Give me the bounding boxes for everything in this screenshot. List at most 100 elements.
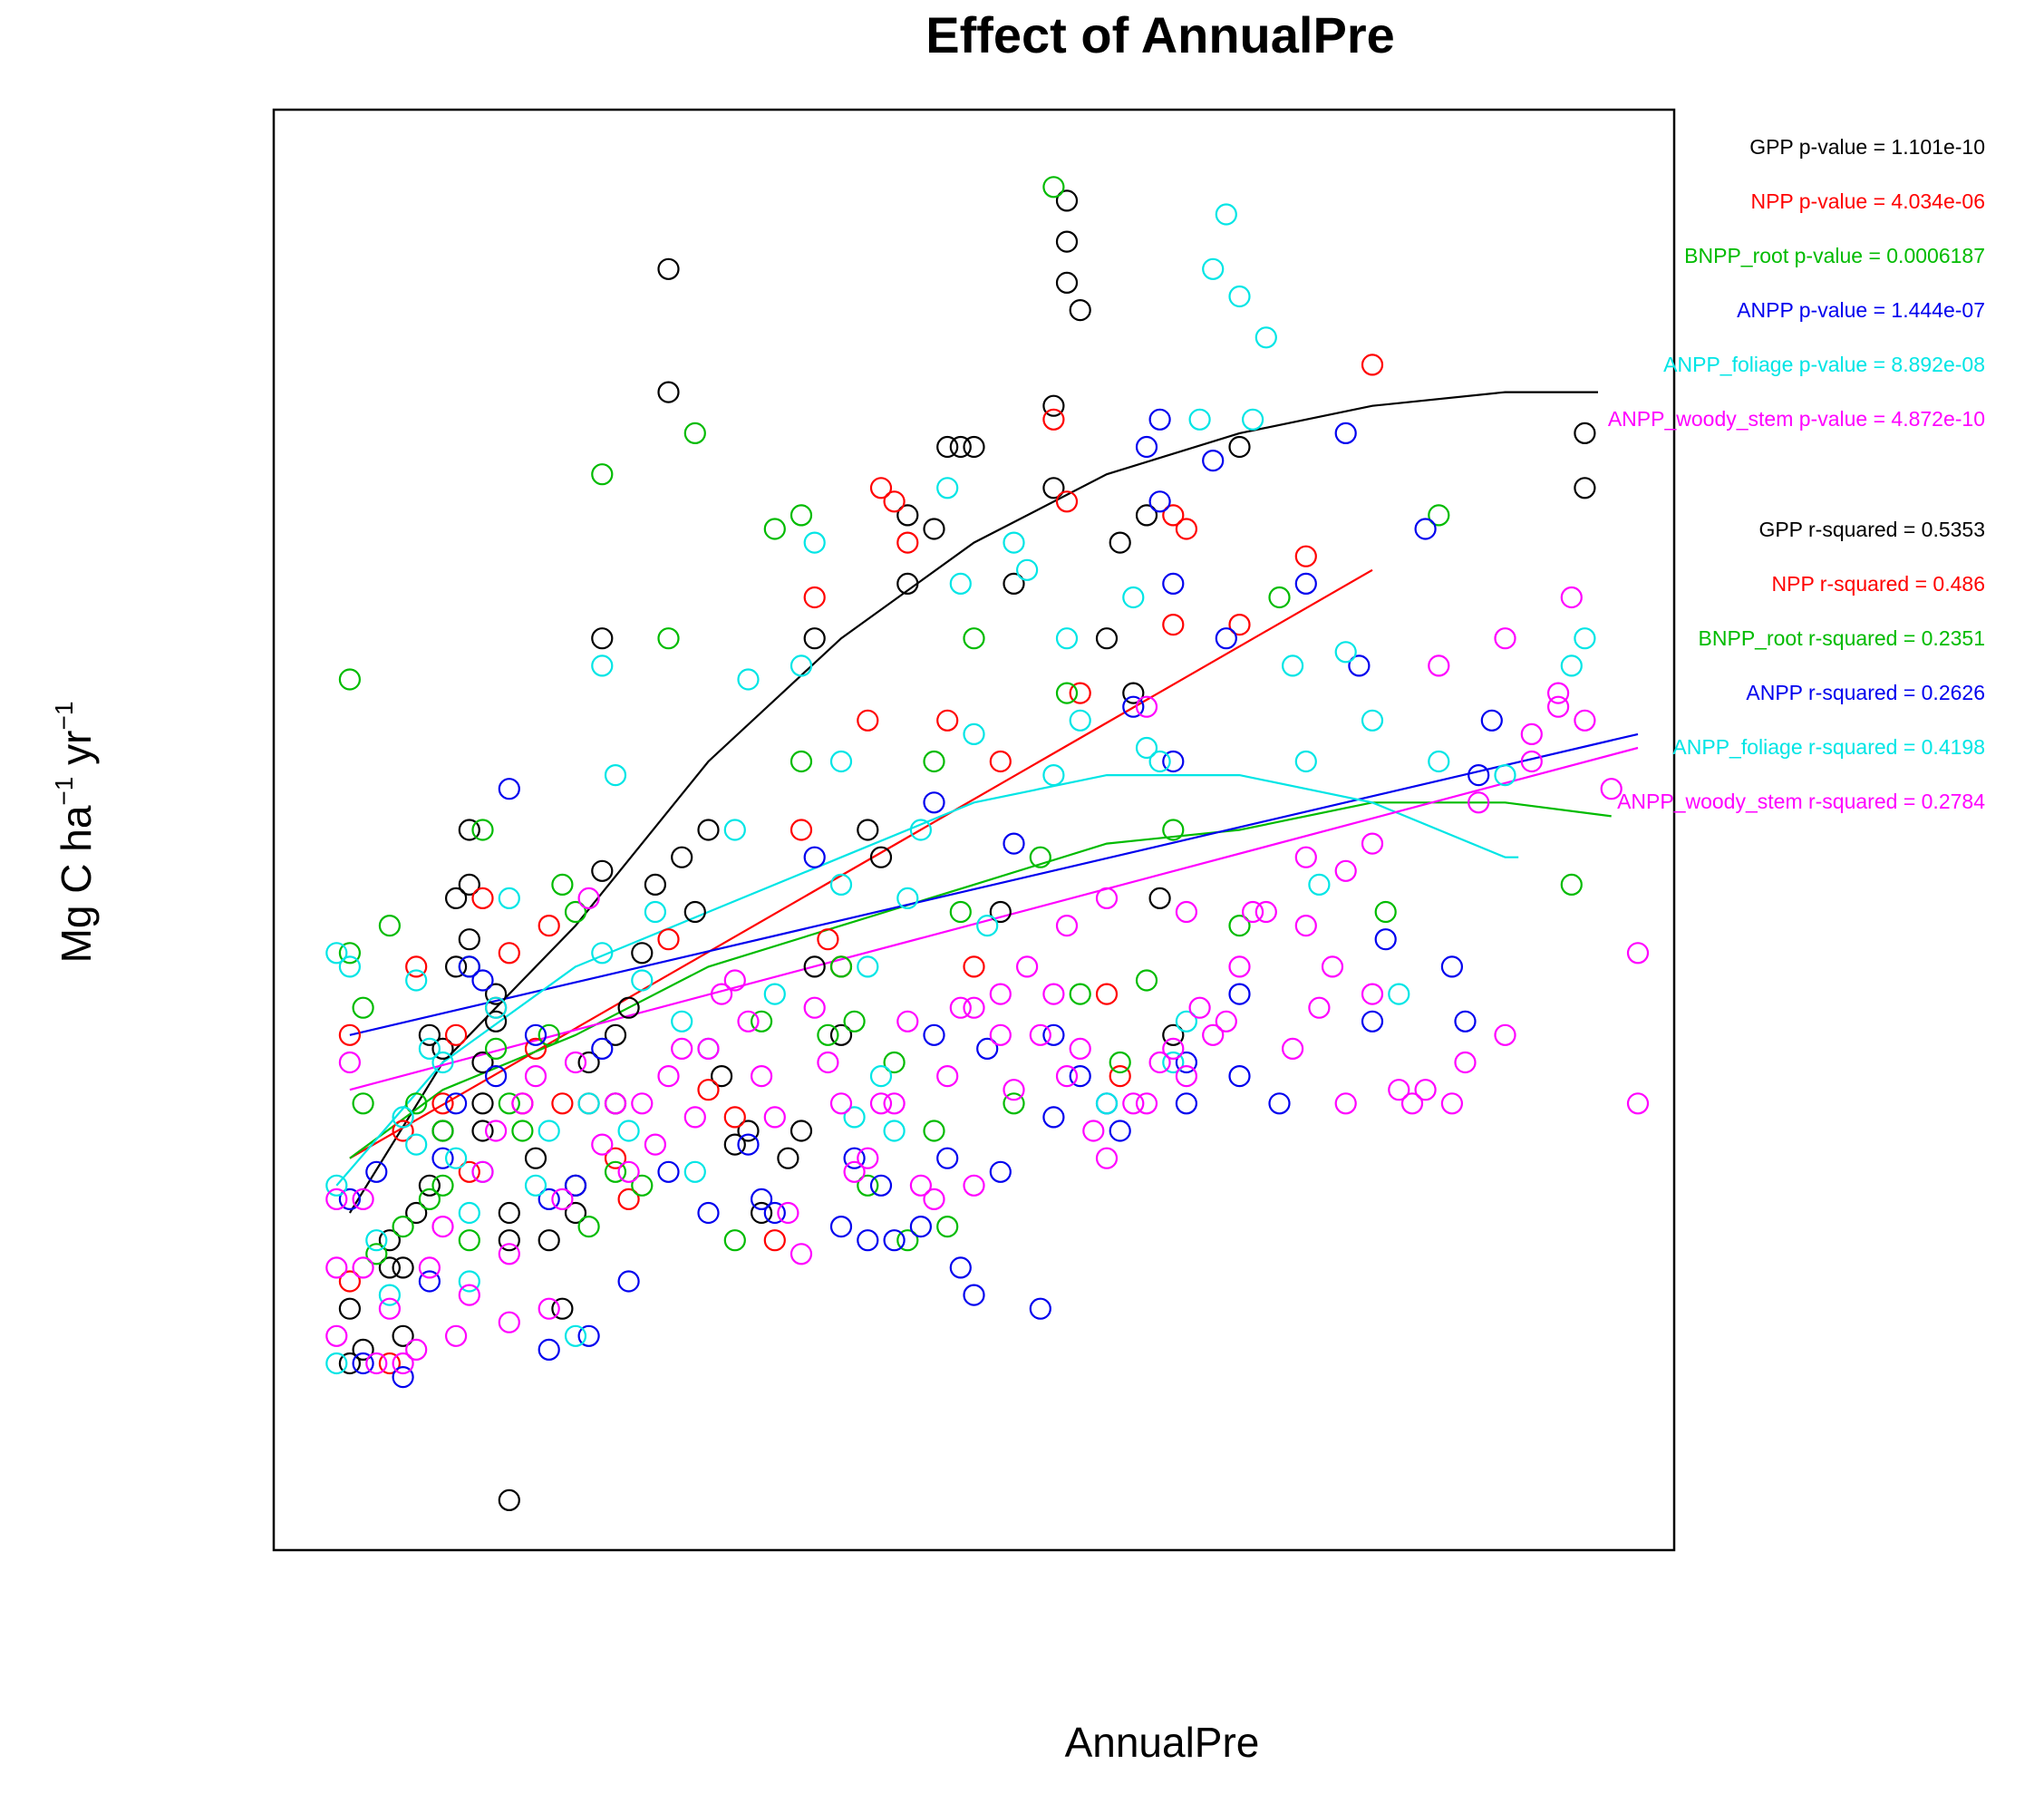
point-npp-39 (1162, 504, 1185, 527)
point-bnpp-root-34 (857, 1174, 879, 1197)
point-gpp-38 (657, 257, 680, 280)
point-anpp-foliage-12 (458, 1201, 480, 1225)
point-anpp-61 (1374, 928, 1397, 951)
point-anpp-woody-stem-79 (1414, 1079, 1437, 1101)
point-npp-23 (803, 586, 826, 609)
point-gpp-55 (896, 504, 919, 527)
point-anpp-foliage-38 (857, 955, 879, 978)
point-anpp-woody-stem-6 (365, 1352, 388, 1375)
point-anpp-woody-stem-83 (1494, 1023, 1516, 1046)
point-anpp-54 (1228, 1064, 1251, 1088)
point-anpp-foliage-65 (1294, 750, 1317, 773)
point-npp-22 (790, 819, 813, 841)
point-anpp-woody-stem-24 (591, 1133, 614, 1156)
point-bnpp-root-30 (790, 750, 813, 773)
point-gpp-59 (963, 435, 985, 459)
fit-line-anpp (349, 732, 1639, 1036)
point-gpp-25 (524, 1147, 547, 1169)
point-anpp-foliage-69 (1388, 983, 1410, 1005)
point-anpp-woody-stem-57 (1055, 914, 1079, 937)
point-bnpp-root-47 (1109, 1051, 1131, 1074)
annotation-8: BNPP_root r-squared = 0.2351 (1699, 626, 1985, 650)
point-anpp-woody-stem-12 (445, 1324, 468, 1347)
point-anpp-66 (1480, 709, 1503, 732)
point-bnpp-root-48 (1135, 969, 1158, 992)
point-anpp-woody-stem-59 (1082, 1120, 1105, 1142)
point-gpp-18 (471, 1051, 494, 1074)
point-anpp-44 (1122, 695, 1145, 718)
fit-line-gpp (348, 391, 1598, 1214)
point-gpp-58 (949, 435, 972, 459)
point-gpp-24 (498, 1488, 520, 1512)
point-anpp-29 (909, 1215, 933, 1238)
point-anpp-woody-stem-84 (1520, 750, 1543, 773)
point-anpp-woody-stem-88 (1626, 942, 1650, 965)
point-npp-36 (1095, 983, 1119, 1005)
point-anpp-foliage-10 (431, 1051, 454, 1074)
point-gpp-2 (352, 1338, 374, 1362)
point-bnpp-root-36 (896, 1229, 919, 1252)
point-anpp-woody-stem-26 (617, 1160, 640, 1183)
point-anpp-25 (843, 1147, 866, 1169)
point-anpp-32 (936, 1147, 959, 1169)
point-anpp-foliage-72 (1560, 654, 1583, 677)
point-gpp-22 (498, 1201, 520, 1225)
point-anpp-woody-stem-47 (896, 1010, 919, 1033)
point-bnpp-root-50 (1228, 914, 1251, 937)
point-npp-37 (1109, 1064, 1131, 1088)
point-gpp-14 (458, 873, 480, 897)
point-bnpp-root-10 (431, 1174, 454, 1197)
point-gpp-41 (683, 900, 706, 924)
point-bnpp-root-5 (378, 914, 401, 937)
point-anpp-woody-stem-67 (1202, 1023, 1225, 1046)
point-anpp-65 (1468, 763, 1490, 787)
point-anpp-foliage-51 (1069, 709, 1091, 732)
point-anpp-foliage-19 (564, 1324, 587, 1347)
annotation-5: ANPP_woody_stem p-value = 4.872e-10 (1608, 407, 1985, 431)
point-anpp-woody-stem-66 (1188, 996, 1211, 1019)
data-points (325, 176, 1650, 1512)
point-gpp-17 (471, 1092, 494, 1115)
point-anpp-49 (1162, 750, 1185, 773)
point-npp-40 (1175, 518, 1198, 540)
point-anpp-woody-stem-99 (1334, 859, 1357, 882)
point-anpp-woody-stem-82 (1468, 791, 1490, 814)
point-anpp-foliage-36 (829, 873, 853, 897)
point-bnpp-root-29 (790, 504, 813, 527)
point-anpp-foliage-15 (484, 996, 508, 1019)
point-anpp-foliage-68 (1361, 709, 1384, 732)
point-anpp-46 (1148, 490, 1171, 513)
point-anpp-woody-stem-19 (524, 1064, 547, 1088)
point-bnpp-root-41 (963, 627, 985, 650)
point-anpp-woody-stem-80 (1440, 1092, 1464, 1115)
point-anpp-woody-stem-43 (843, 1160, 866, 1183)
point-anpp-foliage-7 (405, 1133, 428, 1156)
fit-line-npp (349, 568, 1373, 1159)
point-anpp-foliage-56 (1162, 1051, 1185, 1074)
point-anpp-33 (949, 1256, 972, 1279)
point-bnpp-root-21 (591, 463, 614, 486)
point-anpp-5 (431, 1147, 454, 1169)
point-npp-43 (1361, 354, 1384, 376)
point-npp-16 (604, 1147, 627, 1169)
point-gpp-26 (538, 1229, 560, 1252)
point-anpp-woody-stem-22 (564, 1051, 587, 1074)
point-anpp-17 (617, 1270, 640, 1293)
stat-annotations: GPP p-value = 1.101e-10 NPP p-value = 4.0… (1608, 135, 1985, 813)
point-npp-33 (1042, 408, 1065, 431)
point-gpp-65 (1055, 230, 1079, 253)
annotation-7: NPP r-squared = 0.486 (1772, 572, 1985, 596)
point-anpp-woody-stem-85 (1546, 682, 1570, 704)
point-gpp-27 (551, 1297, 574, 1320)
point-anpp-30 (923, 1023, 945, 1046)
point-anpp-foliage-35 (829, 750, 853, 773)
point-anpp-foliage-42 (909, 819, 933, 841)
point-anpp-woody-stem-35 (737, 1010, 760, 1033)
point-anpp-foliage-37 (843, 1106, 866, 1129)
point-gpp-23 (498, 1229, 520, 1252)
point-bnpp-root-3 (352, 1092, 374, 1115)
point-anpp-foliage-13 (458, 1270, 480, 1293)
point-anpp-woody-stem-31 (683, 1106, 706, 1129)
point-anpp-woody-stem-9 (405, 1338, 428, 1362)
point-anpp-woody-stem-40 (803, 996, 826, 1019)
